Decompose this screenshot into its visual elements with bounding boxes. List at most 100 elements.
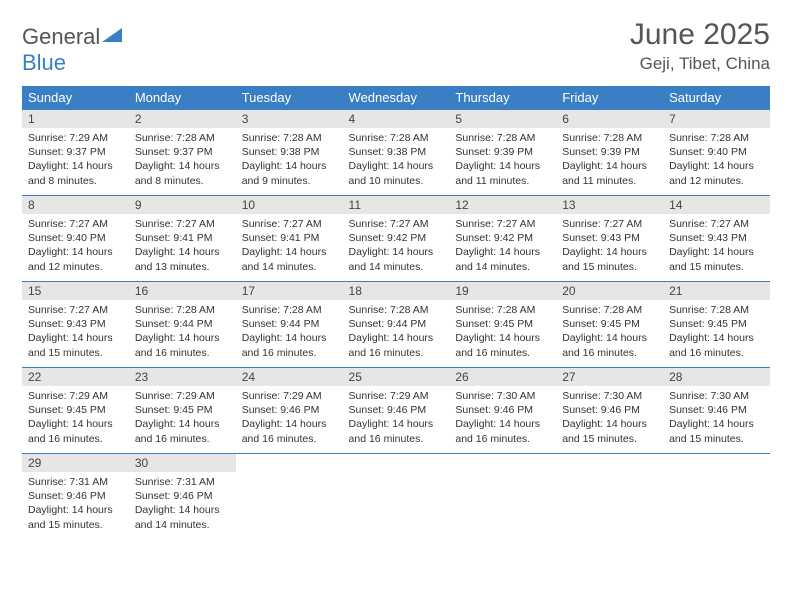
day-body: Sunrise: 7:27 AMSunset: 9:42 PMDaylight:… bbox=[343, 214, 450, 278]
daylight-line: Daylight: 14 hours and 16 minutes. bbox=[349, 331, 444, 359]
day-body: Sunrise: 7:29 AMSunset: 9:46 PMDaylight:… bbox=[343, 386, 450, 450]
daylight-line: Daylight: 14 hours and 14 minutes. bbox=[242, 245, 337, 273]
sunset-line: Sunset: 9:44 PM bbox=[242, 317, 337, 331]
sunset-line: Sunset: 9:42 PM bbox=[349, 231, 444, 245]
sunrise-line: Sunrise: 7:28 AM bbox=[242, 303, 337, 317]
sunrise-line: Sunrise: 7:28 AM bbox=[669, 303, 764, 317]
page: General Blue June 2025 Geji, Tibet, Chin… bbox=[0, 0, 792, 558]
day-number: 2 bbox=[129, 110, 236, 128]
sunrise-line: Sunrise: 7:28 AM bbox=[562, 303, 657, 317]
weekday-header: Monday bbox=[129, 86, 236, 110]
calendar-cell: 30Sunrise: 7:31 AMSunset: 9:46 PMDayligh… bbox=[129, 454, 236, 540]
calendar-body: 1Sunrise: 7:29 AMSunset: 9:37 PMDaylight… bbox=[22, 110, 770, 540]
sunset-line: Sunset: 9:37 PM bbox=[135, 145, 230, 159]
day-number: 6 bbox=[556, 110, 663, 128]
day-number: 7 bbox=[663, 110, 770, 128]
calendar-cell bbox=[236, 454, 343, 540]
sunset-line: Sunset: 9:38 PM bbox=[349, 145, 444, 159]
calendar-row: 29Sunrise: 7:31 AMSunset: 9:46 PMDayligh… bbox=[22, 454, 770, 540]
weekday-header-row: Sunday Monday Tuesday Wednesday Thursday… bbox=[22, 86, 770, 110]
day-number: 13 bbox=[556, 196, 663, 214]
day-number: 20 bbox=[556, 282, 663, 300]
sunset-line: Sunset: 9:39 PM bbox=[455, 145, 550, 159]
calendar-cell: 8Sunrise: 7:27 AMSunset: 9:40 PMDaylight… bbox=[22, 196, 129, 282]
calendar-cell: 2Sunrise: 7:28 AMSunset: 9:37 PMDaylight… bbox=[129, 110, 236, 196]
sunset-line: Sunset: 9:46 PM bbox=[28, 489, 123, 503]
day-number: 4 bbox=[343, 110, 450, 128]
daylight-line: Daylight: 14 hours and 16 minutes. bbox=[562, 331, 657, 359]
sunset-line: Sunset: 9:43 PM bbox=[28, 317, 123, 331]
day-body: Sunrise: 7:30 AMSunset: 9:46 PMDaylight:… bbox=[449, 386, 556, 450]
sunset-line: Sunset: 9:39 PM bbox=[562, 145, 657, 159]
calendar-row: 8Sunrise: 7:27 AMSunset: 9:40 PMDaylight… bbox=[22, 196, 770, 282]
sunrise-line: Sunrise: 7:28 AM bbox=[455, 303, 550, 317]
daylight-line: Daylight: 14 hours and 16 minutes. bbox=[242, 331, 337, 359]
sunset-line: Sunset: 9:40 PM bbox=[669, 145, 764, 159]
daylight-line: Daylight: 14 hours and 16 minutes. bbox=[669, 331, 764, 359]
sunrise-line: Sunrise: 7:30 AM bbox=[669, 389, 764, 403]
sunrise-line: Sunrise: 7:31 AM bbox=[28, 475, 123, 489]
day-body: Sunrise: 7:28 AMSunset: 9:38 PMDaylight:… bbox=[236, 128, 343, 192]
calendar-cell: 5Sunrise: 7:28 AMSunset: 9:39 PMDaylight… bbox=[449, 110, 556, 196]
title-block: June 2025 Geji, Tibet, China bbox=[630, 18, 770, 74]
sunset-line: Sunset: 9:45 PM bbox=[669, 317, 764, 331]
calendar-cell: 26Sunrise: 7:30 AMSunset: 9:46 PMDayligh… bbox=[449, 368, 556, 454]
sunset-line: Sunset: 9:42 PM bbox=[455, 231, 550, 245]
day-number: 30 bbox=[129, 454, 236, 472]
calendar-cell: 22Sunrise: 7:29 AMSunset: 9:45 PMDayligh… bbox=[22, 368, 129, 454]
logo-word2: Blue bbox=[22, 50, 66, 75]
sunrise-line: Sunrise: 7:28 AM bbox=[135, 303, 230, 317]
daylight-line: Daylight: 14 hours and 8 minutes. bbox=[135, 159, 230, 187]
daylight-line: Daylight: 14 hours and 16 minutes. bbox=[135, 331, 230, 359]
day-number: 26 bbox=[449, 368, 556, 386]
day-number: 9 bbox=[129, 196, 236, 214]
day-body: Sunrise: 7:29 AMSunset: 9:45 PMDaylight:… bbox=[22, 386, 129, 450]
logo-text: General Blue bbox=[22, 24, 124, 76]
calendar-cell: 25Sunrise: 7:29 AMSunset: 9:46 PMDayligh… bbox=[343, 368, 450, 454]
calendar-cell: 16Sunrise: 7:28 AMSunset: 9:44 PMDayligh… bbox=[129, 282, 236, 368]
daylight-line: Daylight: 14 hours and 16 minutes. bbox=[135, 417, 230, 445]
sunset-line: Sunset: 9:37 PM bbox=[28, 145, 123, 159]
sunrise-line: Sunrise: 7:31 AM bbox=[135, 475, 230, 489]
calendar-cell: 11Sunrise: 7:27 AMSunset: 9:42 PMDayligh… bbox=[343, 196, 450, 282]
day-number: 12 bbox=[449, 196, 556, 214]
day-body: Sunrise: 7:31 AMSunset: 9:46 PMDaylight:… bbox=[129, 472, 236, 536]
daylight-line: Daylight: 14 hours and 9 minutes. bbox=[242, 159, 337, 187]
sunrise-line: Sunrise: 7:27 AM bbox=[669, 217, 764, 231]
sunset-line: Sunset: 9:46 PM bbox=[135, 489, 230, 503]
sunrise-line: Sunrise: 7:28 AM bbox=[242, 131, 337, 145]
weekday-header: Wednesday bbox=[343, 86, 450, 110]
sunset-line: Sunset: 9:45 PM bbox=[135, 403, 230, 417]
sunset-line: Sunset: 9:38 PM bbox=[242, 145, 337, 159]
day-number: 25 bbox=[343, 368, 450, 386]
sunrise-line: Sunrise: 7:28 AM bbox=[349, 303, 444, 317]
day-number: 15 bbox=[22, 282, 129, 300]
location: Geji, Tibet, China bbox=[630, 54, 770, 74]
sunrise-line: Sunrise: 7:30 AM bbox=[562, 389, 657, 403]
daylight-line: Daylight: 14 hours and 11 minutes. bbox=[562, 159, 657, 187]
sunset-line: Sunset: 9:43 PM bbox=[562, 231, 657, 245]
calendar-table: Sunday Monday Tuesday Wednesday Thursday… bbox=[22, 86, 770, 540]
calendar-cell: 21Sunrise: 7:28 AMSunset: 9:45 PMDayligh… bbox=[663, 282, 770, 368]
day-body: Sunrise: 7:27 AMSunset: 9:41 PMDaylight:… bbox=[236, 214, 343, 278]
day-body: Sunrise: 7:30 AMSunset: 9:46 PMDaylight:… bbox=[663, 386, 770, 450]
sunrise-line: Sunrise: 7:27 AM bbox=[349, 217, 444, 231]
day-number: 23 bbox=[129, 368, 236, 386]
calendar-row: 22Sunrise: 7:29 AMSunset: 9:45 PMDayligh… bbox=[22, 368, 770, 454]
day-number: 27 bbox=[556, 368, 663, 386]
calendar-cell: 15Sunrise: 7:27 AMSunset: 9:43 PMDayligh… bbox=[22, 282, 129, 368]
sunrise-line: Sunrise: 7:29 AM bbox=[135, 389, 230, 403]
sunrise-line: Sunrise: 7:27 AM bbox=[28, 303, 123, 317]
calendar-cell: 18Sunrise: 7:28 AMSunset: 9:44 PMDayligh… bbox=[343, 282, 450, 368]
daylight-line: Daylight: 14 hours and 14 minutes. bbox=[455, 245, 550, 273]
daylight-line: Daylight: 14 hours and 11 minutes. bbox=[455, 159, 550, 187]
calendar-cell: 24Sunrise: 7:29 AMSunset: 9:46 PMDayligh… bbox=[236, 368, 343, 454]
day-body: Sunrise: 7:27 AMSunset: 9:43 PMDaylight:… bbox=[663, 214, 770, 278]
day-body: Sunrise: 7:29 AMSunset: 9:45 PMDaylight:… bbox=[129, 386, 236, 450]
day-body: Sunrise: 7:27 AMSunset: 9:43 PMDaylight:… bbox=[22, 300, 129, 364]
calendar-cell: 29Sunrise: 7:31 AMSunset: 9:46 PMDayligh… bbox=[22, 454, 129, 540]
calendar-cell: 6Sunrise: 7:28 AMSunset: 9:39 PMDaylight… bbox=[556, 110, 663, 196]
sunrise-line: Sunrise: 7:27 AM bbox=[455, 217, 550, 231]
header: General Blue June 2025 Geji, Tibet, Chin… bbox=[22, 18, 770, 76]
calendar-cell: 28Sunrise: 7:30 AMSunset: 9:46 PMDayligh… bbox=[663, 368, 770, 454]
